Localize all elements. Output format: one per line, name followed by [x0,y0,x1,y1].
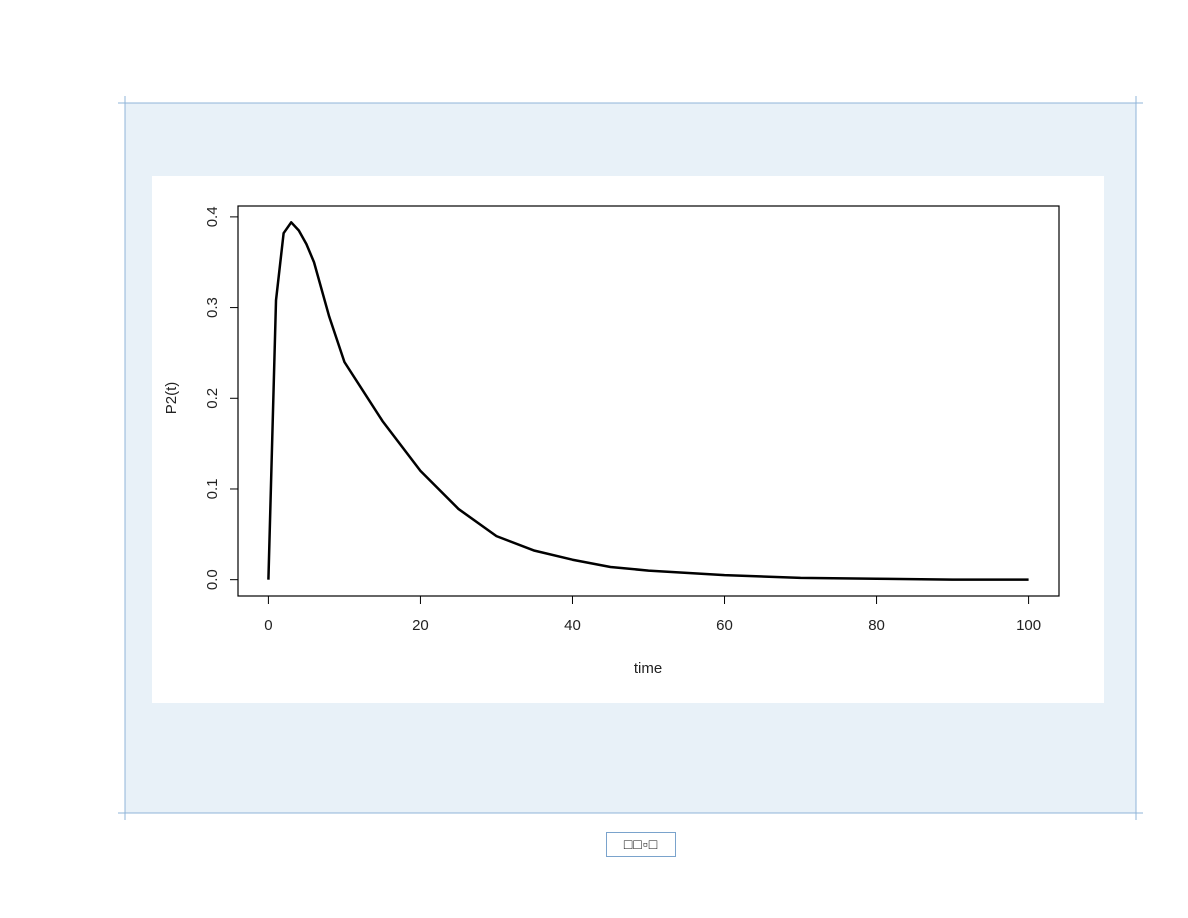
y-tick-label: 0.4 [204,206,221,227]
y-tick-label: 0.0 [204,569,221,590]
page-label: □□▫□ [606,832,676,857]
x-tick-label: 0 [264,617,272,634]
y-tick-label: 0.1 [204,479,221,500]
y-axis-label: P2(t) [163,382,180,415]
y-tick-label: 0.2 [204,388,221,409]
x-tick-label: 100 [1016,617,1041,634]
line-series [267,221,1029,581]
x-tick-label: 40 [564,617,581,634]
x-tick-label: 80 [868,617,885,634]
plot-panel [152,176,1104,703]
y-tick-label: 0.3 [204,297,221,318]
x-tick-label: 60 [716,617,733,634]
x-tick-label: 20 [412,617,429,634]
x-axis-label: time [634,660,662,677]
